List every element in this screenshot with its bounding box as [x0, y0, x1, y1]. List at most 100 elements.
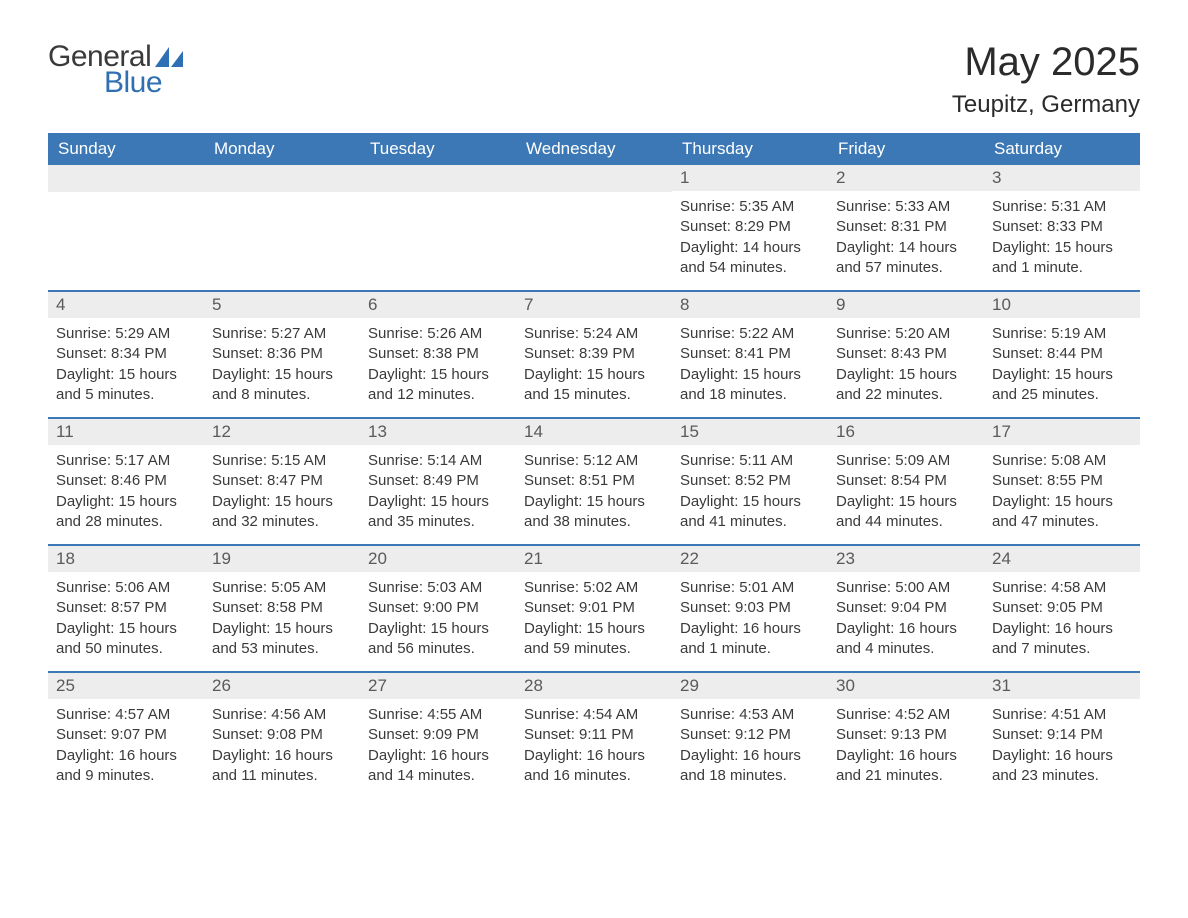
daylight1-text: Daylight: 16 hours: [56, 746, 196, 766]
sunrise-text: Sunrise: 4:53 AM: [680, 705, 820, 725]
daylight2-text: and 22 minutes.: [836, 385, 976, 405]
daylight1-text: Daylight: 15 hours: [680, 492, 820, 512]
location-text: Teupitz, Germany: [952, 91, 1140, 119]
cell-body: Sunrise: 5:08 AMSunset: 8:55 PMDaylight:…: [984, 445, 1140, 544]
sunset-text: Sunset: 8:47 PM: [212, 471, 352, 491]
sunset-text: Sunset: 8:31 PM: [836, 217, 976, 237]
day-number: 9: [828, 292, 984, 318]
day-header: Thursday: [672, 133, 828, 165]
daylight1-text: Daylight: 15 hours: [836, 492, 976, 512]
calendar-cell: 30Sunrise: 4:52 AMSunset: 9:13 PMDayligh…: [828, 673, 984, 798]
cell-body: Sunrise: 5:24 AMSunset: 8:39 PMDaylight:…: [516, 318, 672, 417]
daylight2-text: and 9 minutes.: [56, 766, 196, 786]
daylight1-text: Daylight: 15 hours: [212, 619, 352, 639]
calendar-cell: 3Sunrise: 5:31 AMSunset: 8:33 PMDaylight…: [984, 165, 1140, 290]
calendar-cell: 8Sunrise: 5:22 AMSunset: 8:41 PMDaylight…: [672, 292, 828, 417]
sunrise-text: Sunrise: 5:31 AM: [992, 197, 1132, 217]
day-number: 29: [672, 673, 828, 699]
sunset-text: Sunset: 9:04 PM: [836, 598, 976, 618]
daylight1-text: Daylight: 15 hours: [56, 619, 196, 639]
daylight2-text: and 14 minutes.: [368, 766, 508, 786]
sunset-text: Sunset: 8:41 PM: [680, 344, 820, 364]
calendar-cell: 28Sunrise: 4:54 AMSunset: 9:11 PMDayligh…: [516, 673, 672, 798]
daylight1-text: Daylight: 16 hours: [680, 619, 820, 639]
sunset-text: Sunset: 9:08 PM: [212, 725, 352, 745]
sunrise-text: Sunrise: 4:58 AM: [992, 578, 1132, 598]
cell-body: Sunrise: 5:06 AMSunset: 8:57 PMDaylight:…: [48, 572, 204, 671]
sunrise-text: Sunrise: 5:03 AM: [368, 578, 508, 598]
daylight1-text: Daylight: 15 hours: [368, 619, 508, 639]
daylight1-text: Daylight: 15 hours: [524, 619, 664, 639]
weeks-container: 1Sunrise: 5:35 AMSunset: 8:29 PMDaylight…: [48, 165, 1140, 798]
daylight2-text: and 11 minutes.: [212, 766, 352, 786]
sunset-text: Sunset: 9:13 PM: [836, 725, 976, 745]
calendar-cell: 14Sunrise: 5:12 AMSunset: 8:51 PMDayligh…: [516, 419, 672, 544]
daylight1-text: Daylight: 15 hours: [212, 365, 352, 385]
daylight2-text: and 53 minutes.: [212, 639, 352, 659]
day-number: 24: [984, 546, 1140, 572]
sunrise-text: Sunrise: 5:08 AM: [992, 451, 1132, 471]
calendar-cell: 12Sunrise: 5:15 AMSunset: 8:47 PMDayligh…: [204, 419, 360, 544]
calendar-cell: 22Sunrise: 5:01 AMSunset: 9:03 PMDayligh…: [672, 546, 828, 671]
cell-body: Sunrise: 5:12 AMSunset: 8:51 PMDaylight:…: [516, 445, 672, 544]
daylight2-text: and 44 minutes.: [836, 512, 976, 532]
daylight2-text: and 1 minute.: [992, 258, 1132, 278]
daylight2-text: and 8 minutes.: [212, 385, 352, 405]
daylight2-text: and 47 minutes.: [992, 512, 1132, 532]
day-number: [204, 165, 360, 192]
day-number: 8: [672, 292, 828, 318]
daylight1-text: Daylight: 15 hours: [680, 365, 820, 385]
calendar-cell: 25Sunrise: 4:57 AMSunset: 9:07 PMDayligh…: [48, 673, 204, 798]
daylight1-text: Daylight: 16 hours: [992, 619, 1132, 639]
sunset-text: Sunset: 9:11 PM: [524, 725, 664, 745]
calendar: Sunday Monday Tuesday Wednesday Thursday…: [48, 133, 1140, 798]
day-number: [48, 165, 204, 192]
daylight1-text: Daylight: 15 hours: [368, 492, 508, 512]
sunrise-text: Sunrise: 5:33 AM: [836, 197, 976, 217]
calendar-cell: 7Sunrise: 5:24 AMSunset: 8:39 PMDaylight…: [516, 292, 672, 417]
sunset-text: Sunset: 8:36 PM: [212, 344, 352, 364]
cell-body: Sunrise: 4:58 AMSunset: 9:05 PMDaylight:…: [984, 572, 1140, 671]
cell-body: Sunrise: 5:35 AMSunset: 8:29 PMDaylight:…: [672, 191, 828, 290]
sunrise-text: Sunrise: 4:52 AM: [836, 705, 976, 725]
cell-body: Sunrise: 5:29 AMSunset: 8:34 PMDaylight:…: [48, 318, 204, 417]
daylight2-text: and 21 minutes.: [836, 766, 976, 786]
calendar-cell: [48, 165, 204, 290]
sunrise-text: Sunrise: 5:19 AM: [992, 324, 1132, 344]
sunrise-text: Sunrise: 5:00 AM: [836, 578, 976, 598]
sunset-text: Sunset: 9:01 PM: [524, 598, 664, 618]
day-number: 2: [828, 165, 984, 191]
calendar-cell: 27Sunrise: 4:55 AMSunset: 9:09 PMDayligh…: [360, 673, 516, 798]
sunrise-text: Sunrise: 4:54 AM: [524, 705, 664, 725]
calendar-cell: 6Sunrise: 5:26 AMSunset: 8:38 PMDaylight…: [360, 292, 516, 417]
daylight1-text: Daylight: 15 hours: [368, 365, 508, 385]
daylight2-text: and 4 minutes.: [836, 639, 976, 659]
sunrise-text: Sunrise: 4:51 AM: [992, 705, 1132, 725]
day-header: Monday: [204, 133, 360, 165]
calendar-cell: 4Sunrise: 5:29 AMSunset: 8:34 PMDaylight…: [48, 292, 204, 417]
sunset-text: Sunset: 8:38 PM: [368, 344, 508, 364]
calendar-cell: 2 Sunrise: 5:33 AMSunset: 8:31 PMDaylight…: [828, 165, 984, 290]
calendar-cell: [204, 165, 360, 290]
sunset-text: Sunset: 8:33 PM: [992, 217, 1132, 237]
cell-body: Sunrise: 5:31 AMSunset: 8:33 PMDaylight:…: [984, 191, 1140, 290]
week-row: 1Sunrise: 5:35 AMSunset: 8:29 PMDaylight…: [48, 165, 1140, 290]
calendar-cell: 18Sunrise: 5:06 AMSunset: 8:57 PMDayligh…: [48, 546, 204, 671]
week-row: 11Sunrise: 5:17 AMSunset: 8:46 PMDayligh…: [48, 417, 1140, 544]
day-number: 6: [360, 292, 516, 318]
sunrise-text: Sunrise: 5:20 AM: [836, 324, 976, 344]
sunrise-text: Sunrise: 4:55 AM: [368, 705, 508, 725]
daylight2-text: and 59 minutes.: [524, 639, 664, 659]
daylight1-text: Daylight: 16 hours: [992, 746, 1132, 766]
sunset-text: Sunset: 9:03 PM: [680, 598, 820, 618]
daylight1-text: Daylight: 15 hours: [836, 365, 976, 385]
cell-body: Sunrise: 5:00 AMSunset: 9:04 PMDaylight:…: [828, 572, 984, 671]
daylight2-text: and 38 minutes.: [524, 512, 664, 532]
daylight1-text: Daylight: 16 hours: [368, 746, 508, 766]
sunrise-text: Sunrise: 5:14 AM: [368, 451, 508, 471]
day-number: 23: [828, 546, 984, 572]
cell-body: Sunrise: 5:05 AMSunset: 8:58 PMDaylight:…: [204, 572, 360, 671]
daylight1-text: Daylight: 14 hours: [836, 238, 976, 258]
week-row: 4Sunrise: 5:29 AMSunset: 8:34 PMDaylight…: [48, 290, 1140, 417]
sunset-text: Sunset: 8:29 PM: [680, 217, 820, 237]
